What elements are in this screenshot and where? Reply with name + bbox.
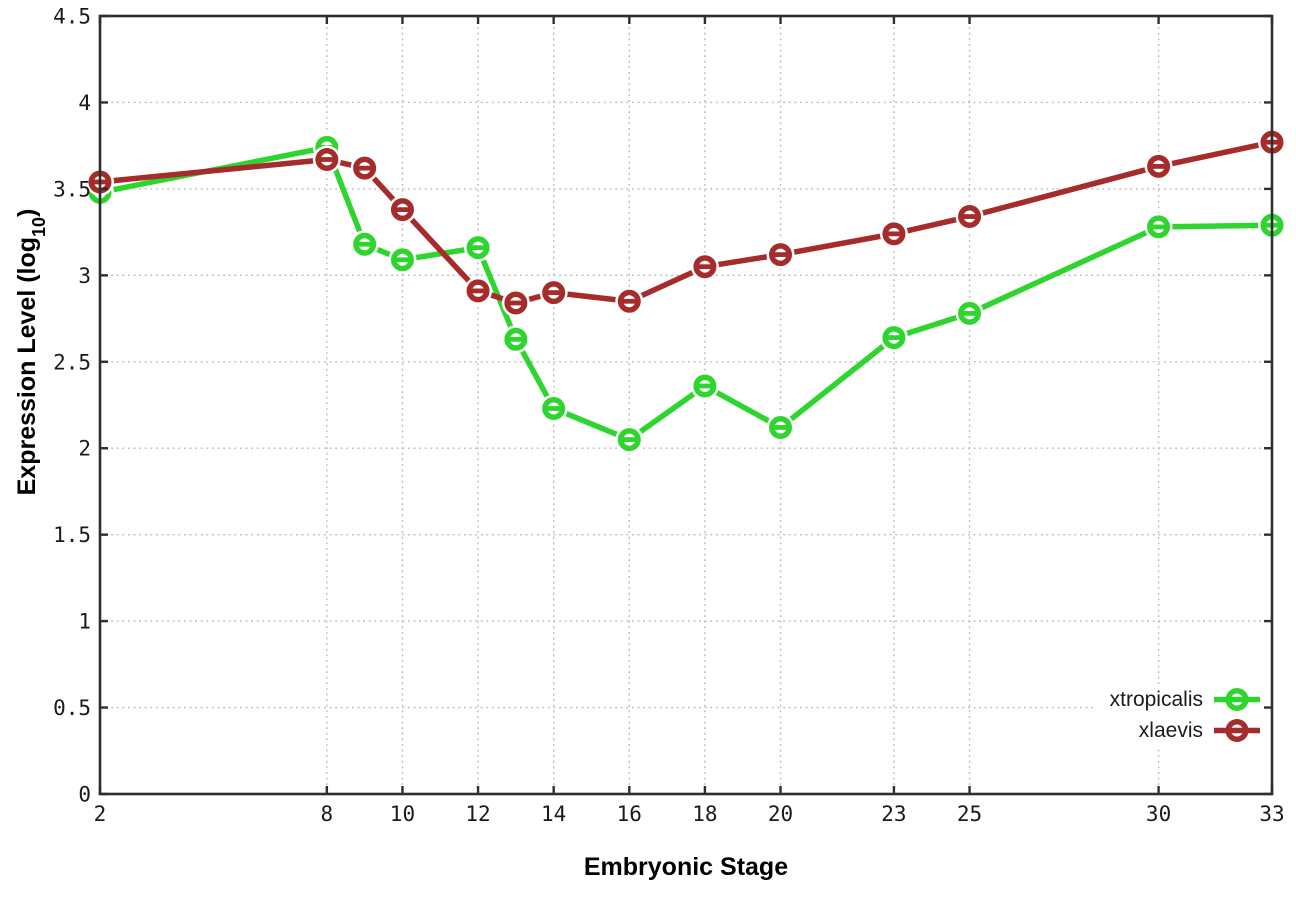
x-tick-label: 30 xyxy=(1146,802,1171,826)
x-tick-label: 25 xyxy=(957,802,982,826)
gridlines xyxy=(100,16,1272,794)
x-axis-title: Embryonic Stage xyxy=(583,853,789,881)
x-tick-label: 10 xyxy=(390,802,415,826)
y-axis-title-subscript: 10 xyxy=(28,216,49,237)
legend-entry-xtropicalis: xtropicalis xyxy=(1110,686,1262,713)
data-point-xlaevis xyxy=(1144,152,1173,181)
y-tick-label: 1.5 xyxy=(53,523,91,547)
data-point-xtropicalis xyxy=(1144,212,1173,241)
data-point-xtropicalis xyxy=(955,299,984,328)
plot-border xyxy=(98,14,1274,796)
data-point-xtropicalis xyxy=(879,323,908,352)
legend-marker-icon xyxy=(1214,688,1260,711)
series-line-xlaevis xyxy=(97,139,1275,306)
data-point-xtropicalis xyxy=(615,425,644,454)
data-point-xtropicalis xyxy=(690,371,719,400)
legend-marker-icon xyxy=(1214,719,1260,742)
data-point-xlaevis xyxy=(766,240,795,269)
y-axis-title: Expression Level (log10) xyxy=(11,52,49,652)
legend-label: xlaevis xyxy=(1138,718,1203,742)
data-point-xtropicalis xyxy=(766,413,795,442)
y-tick-labels: 0 0.5 1 1.5 2 2.5 3 3.5 4 4.5 xyxy=(53,5,91,807)
data-point-xtropicalis xyxy=(501,325,530,354)
data-point-xlaevis xyxy=(388,195,417,224)
data-point-xlaevis xyxy=(350,154,379,183)
y-tick-label: 3 xyxy=(78,264,91,288)
y-tick-label: 2 xyxy=(78,437,91,461)
data-point-xlaevis xyxy=(312,145,341,174)
x-tick-label: 33 xyxy=(1259,802,1284,826)
x-tick-label: 23 xyxy=(881,802,906,826)
legend-entry-xlaevis: xlaevis xyxy=(1139,717,1262,744)
x-tick-labels: 2 8 10 12 14 16 18 20 23 25 30 33 xyxy=(94,802,1285,826)
data-point-xlaevis xyxy=(955,202,984,231)
legend: xtropicalis xlaevis xyxy=(1093,684,1263,746)
x-tick-label: 12 xyxy=(465,802,490,826)
y-axis-title-close: ) xyxy=(13,208,41,217)
y-tick-label: 3.5 xyxy=(53,177,91,201)
data-point-xtropicalis xyxy=(539,394,568,423)
x-tick-label: 20 xyxy=(768,802,793,826)
data-point-xlaevis xyxy=(690,252,719,281)
x-tick-label: 14 xyxy=(541,802,566,826)
x-tick-label: 2 xyxy=(94,802,107,826)
y-tick-label: 0 xyxy=(78,783,91,807)
x-tick-label: 16 xyxy=(617,802,642,826)
data-point-xlaevis xyxy=(539,278,568,307)
data-point-xtropicalis xyxy=(464,233,493,262)
y-tick-label: 4.5 xyxy=(53,5,91,29)
x-tick-label: 8 xyxy=(321,802,334,826)
data-point-xlaevis xyxy=(615,287,644,316)
y-tick-label: 4 xyxy=(78,91,91,115)
legend-label: xtropicalis xyxy=(1109,687,1203,711)
y-tick-label: 1 xyxy=(78,610,91,634)
data-point-xlaevis xyxy=(464,276,493,305)
data-point-xlaevis xyxy=(879,219,908,248)
y-axis-title-text: Expression Level (log xyxy=(13,236,41,496)
y-tick-label: 2.5 xyxy=(53,350,91,374)
y-tick-label: 0.5 xyxy=(53,696,91,720)
series-line-xtropicalis xyxy=(97,144,1275,443)
series-xlaevis xyxy=(86,128,1286,317)
data-point-xtropicalis xyxy=(388,245,417,274)
data-point-xtropicalis xyxy=(350,230,379,259)
x-tick-label: 18 xyxy=(692,802,717,826)
axis-ticks xyxy=(98,14,1274,796)
data-point-xlaevis xyxy=(501,288,530,317)
